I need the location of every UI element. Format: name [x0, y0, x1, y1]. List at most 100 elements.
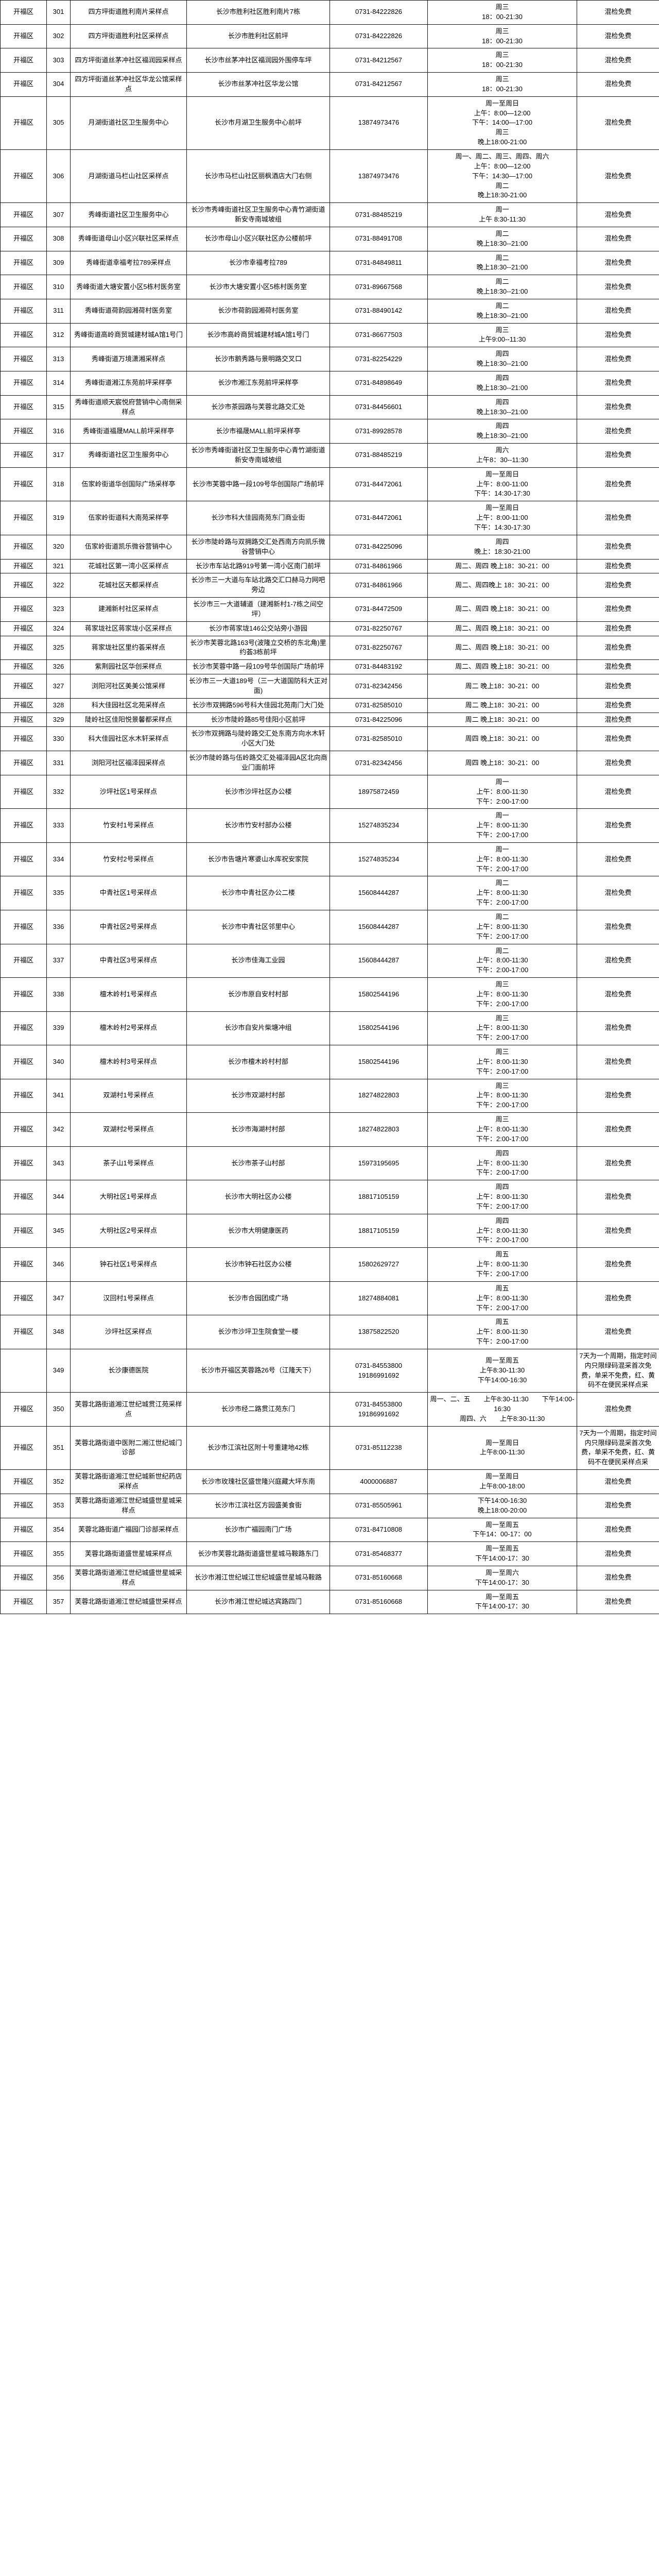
cell-site-address: 长沙市海湖村村部	[186, 1112, 330, 1147]
cell-sampling-time: 周二 上午：8:00-11:30 下午：2:00-17:00	[427, 943, 577, 978]
cell-serial-number: 305	[46, 96, 71, 150]
cell-fee-info: 混检免费	[577, 419, 659, 444]
table-row: 开福区 302 四方坪街道胜利社区采样点 长沙市胜利社区前坪 0731-84222826…	[0, 24, 659, 49]
cell-site-name: 秀峰街道幸福考拉789采样点	[70, 250, 187, 276]
cell-site-name: 芙蓉北路街道湘江世纪城盛世星城采样点	[70, 1565, 187, 1590]
cell-serial-number: 329	[46, 712, 71, 727]
table-row: 开福区 324 蒋家垅社区蒋家垅小区采样点 长沙市蒋家垅146公交站旁小游园 0731-…	[0, 621, 659, 636]
cell-fee-info: 混检免费	[577, 48, 659, 73]
cell-district: 开福区	[0, 250, 47, 276]
cell-contact-phone: 0731-84472061	[330, 467, 428, 502]
cell-district: 开福区	[0, 395, 47, 420]
cell-contact-phone: 15802544196	[330, 1045, 428, 1079]
cell-district: 开福区	[0, 501, 47, 535]
table-row: 开福区 348 沙坪社区采样点 长沙市沙坪卫生院食堂一楼 13875822520 周五 上…	[0, 1315, 659, 1349]
cell-site-name: 芙蓉北路街道广福园门诊部采样点	[70, 1517, 187, 1543]
cell-district: 开福区	[0, 149, 47, 204]
cell-site-name: 秀峰街道荷韵园湘荷村医务室	[70, 298, 187, 324]
cell-site-name: 汉回村1号采样点	[70, 1281, 187, 1316]
cell-serial-number: 351	[46, 1426, 71, 1470]
cell-fee-info: 混检免费	[577, 1247, 659, 1282]
cell-serial-number: 307	[46, 202, 71, 227]
cell-site-name: 花城社区第一湾小区采样点	[70, 558, 187, 574]
cell-sampling-time: 周六 上午8：30--11:30	[427, 443, 577, 468]
cell-site-name: 芙蓉北路街道盛世星城采样点	[70, 1541, 187, 1566]
cell-site-address: 长沙市合园团成广场	[186, 1281, 330, 1316]
cell-fee-info: 混检免费	[577, 943, 659, 978]
cell-fee-info: 混检免费	[577, 467, 659, 502]
cell-serial-number: 346	[46, 1247, 71, 1282]
cell-serial-number: 357	[46, 1589, 71, 1615]
cell-site-address: 长沙市双拥路596号科大佳园北苑南门大门处	[186, 698, 330, 713]
cell-site-address: 长沙市竹安村部办公楼	[186, 808, 330, 843]
cell-site-address: 长沙市鹅秀路与景明路交叉口	[186, 347, 330, 371]
cell-site-address: 长沙市三一大道与车站北路交汇口赫马力网吧旁边	[186, 573, 330, 598]
cell-fee-info: 混检免费	[577, 751, 659, 775]
cell-serial-number: 313	[46, 347, 71, 371]
table-row: 开福区 301 四方坪街道胜利南片采样点 长沙市胜利社区胜利南片7栋 0731-8422…	[0, 0, 659, 25]
cell-sampling-time: 周五 上午：8:00-11:30 下午：2:00-17:00	[427, 1281, 577, 1316]
table-row: 开福区 303 四方坪街道丝茅冲社区福润园采样点 长沙市丝茅冲社区福润园外围停车坪 07…	[0, 48, 659, 73]
cell-site-address: 长沙市双拥路与陡岭路交汇处东南方向水木轩小区大门处	[186, 726, 330, 752]
cell-contact-phone: 15802629727	[330, 1247, 428, 1282]
cell-site-address: 长沙市高岭商贸城建材城A馆1号门	[186, 323, 330, 348]
cell-serial-number: 325	[46, 635, 71, 660]
cell-contact-phone: 0731-84222826	[330, 24, 428, 49]
cell-site-name: 四方坪街道胜利南片采样点	[70, 0, 187, 25]
cell-contact-phone: 0731-86677503	[330, 323, 428, 348]
table-row: 开福区 319 伍家岭街道科大南苑采样亭 长沙市科大佳园南苑东门商业街 0731-844…	[0, 501, 659, 535]
cell-sampling-time: 周二 晚上18:30--21:00	[427, 275, 577, 299]
cell-sampling-time: 周二 晚上18：30-21：00	[427, 674, 577, 699]
cell-sampling-time: 周一 上午：8:00-11:30 下午：2:00-17:00	[427, 842, 577, 877]
cell-sampling-time: 周五 上午：8:00-11:30 下午：2:00-17:00	[427, 1315, 577, 1349]
table-row: 开福区 352 芙蓉北路街道湘江世纪城新世纪药店采样点 长沙市玫瑰社区盛世隆兴庭藏大坪…	[0, 1469, 659, 1494]
cell-contact-phone: 0731-82250767	[330, 621, 428, 636]
cell-fee-info: 混检免费	[577, 72, 659, 97]
cell-site-name: 芙蓉北路街道湘江世纪城贯江苑采样点	[70, 1392, 187, 1427]
cell-serial-number: 354	[46, 1517, 71, 1543]
cell-sampling-time: 周四 上午：8:00-11:30 下午：2:00-17:00	[427, 1180, 577, 1214]
table-row: 开福区 317 秀峰街道社区卫生服务中心 长沙市秀峰街道社区卫生服务中心青竹湖街道新安…	[0, 443, 659, 468]
cell-district	[0, 1348, 47, 1393]
cell-sampling-time: 周一至周六 下午14:00-17：30	[427, 1565, 577, 1590]
cell-fee-info: 7天为一个周期，指定时间内只限绿码混采首次免费，单采不免费，红、黄码不在便民采样…	[577, 1348, 659, 1393]
cell-site-address: 长沙市经二路贯江苑东门	[186, 1392, 330, 1427]
cell-site-address: 长沙市檀木岭村村部	[186, 1045, 330, 1079]
cell-district: 开福区	[0, 298, 47, 324]
cell-district: 开福区	[0, 202, 47, 227]
cell-contact-phone: 15608444287	[330, 876, 428, 910]
cell-sampling-time: 周三 上午：8:00-11:30 下午：2:00-17:00	[427, 1112, 577, 1147]
cell-sampling-time: 周三 上午：8:00-11:30 下午：2:00-17:00	[427, 1078, 577, 1113]
cell-site-name: 竹安村1号采样点	[70, 808, 187, 843]
cell-site-name: 紫荆园社区华创采样点	[70, 659, 187, 675]
cell-contact-phone: 0731-88485219	[330, 202, 428, 227]
cell-sampling-time: 周二、周四 晚上18：30-21：00	[427, 635, 577, 660]
cell-district: 开福区	[0, 1493, 47, 1518]
cell-serial-number: 324	[46, 621, 71, 636]
cell-serial-number: 355	[46, 1541, 71, 1566]
cell-site-name: 檀木岭村1号采样点	[70, 977, 187, 1012]
cell-site-address: 长沙市芙蓉北路163号(波隆立交桥的东北角)里约荟3栋前坪	[186, 635, 330, 660]
cell-site-name: 芙蓉北路街道湘江世纪城新世纪药店采样点	[70, 1469, 187, 1494]
cell-serial-number: 319	[46, 501, 71, 535]
cell-serial-number: 352	[46, 1469, 71, 1494]
cell-site-address: 长沙市幸福考拉789	[186, 250, 330, 276]
cell-serial-number: 340	[46, 1045, 71, 1079]
cell-site-address: 长沙市钟石社区办公楼	[186, 1247, 330, 1282]
cell-contact-phone: 0731-84861966	[330, 573, 428, 598]
cell-contact-phone: 0731-82585010	[330, 726, 428, 752]
cell-site-address: 长沙市科大佳园南苑东门商业街	[186, 501, 330, 535]
cell-site-name: 钟石社区1号采样点	[70, 1247, 187, 1282]
cell-district: 开福区	[0, 1247, 47, 1282]
cell-site-name: 秀峰街道社区卫生服务中心	[70, 443, 187, 468]
cell-serial-number: 330	[46, 726, 71, 752]
cell-contact-phone: 0731-82342456	[330, 751, 428, 775]
cell-district: 开福区	[0, 751, 47, 775]
cell-district: 开福区	[0, 674, 47, 699]
cell-site-address: 长沙市玫瑰社区盛世隆兴庭藏大坪东南	[186, 1469, 330, 1494]
cell-site-name: 四方坪街道丝茅冲社区福润园采样点	[70, 48, 187, 73]
cell-site-address: 长沙市湘江世纪城江世纪城盛世星城马鞍路	[186, 1565, 330, 1590]
cell-fee-info: 混检免费	[577, 1146, 659, 1181]
table-row: 开福区 339 檀木岭村2号采样点 长沙市自安片柴塘冲组 15802544196 周三 上…	[0, 1011, 659, 1046]
cell-site-address: 长沙市沙坪社区办公楼	[186, 774, 330, 809]
